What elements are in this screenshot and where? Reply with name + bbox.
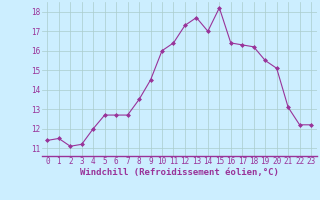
X-axis label: Windchill (Refroidissement éolien,°C): Windchill (Refroidissement éolien,°C): [80, 168, 279, 177]
